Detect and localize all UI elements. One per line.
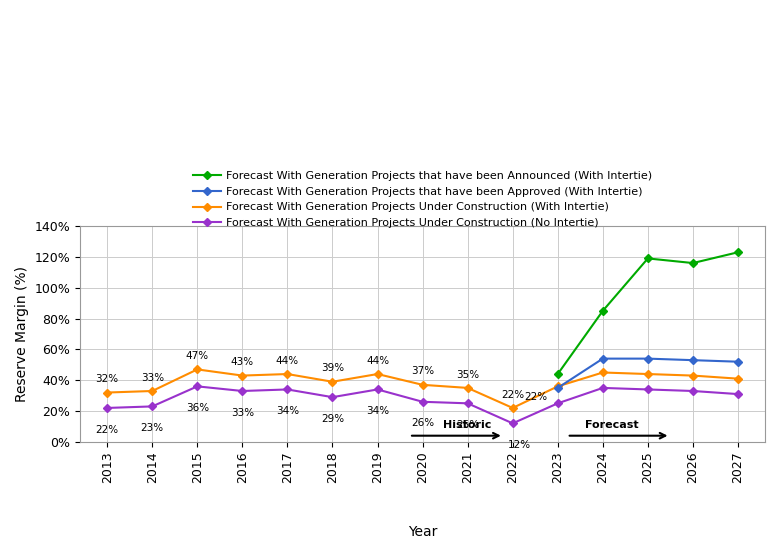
Text: 29%: 29% (321, 414, 344, 424)
Line: Forecast With Generation Projects that have been Approved (With Intertie): Forecast With Generation Projects that h… (555, 356, 741, 391)
Text: 23%: 23% (140, 423, 164, 433)
Forecast With Generation Projects Under Construction (With Intertie) (644, 371, 653, 377)
Forecast With Generation Projects Under Construction (With Intertie) (193, 366, 202, 373)
Forecast With Generation Projects Under Construction (No Intertie) (418, 398, 427, 405)
Line: Forecast With Generation Projects Under Construction (No Intertie): Forecast With Generation Projects Under … (105, 383, 741, 426)
Legend: Forecast With Generation Projects that have been Announced (With Intertie), Fore: Forecast With Generation Projects that h… (189, 167, 657, 233)
Forecast With Generation Projects Under Construction (No Intertie) (238, 388, 247, 394)
Text: 44%: 44% (366, 356, 389, 366)
Y-axis label: Reserve Margin (%): Reserve Margin (%) (15, 266, 29, 402)
Forecast With Generation Projects Under Construction (No Intertie) (644, 386, 653, 393)
Forecast With Generation Projects that have been Approved (With Intertie) (598, 355, 608, 362)
Text: 26%: 26% (411, 418, 434, 428)
Text: 22%: 22% (524, 392, 547, 402)
Text: 12%: 12% (508, 440, 531, 450)
Forecast With Generation Projects that have been Announced (With Intertie) (553, 371, 562, 377)
Text: 22%: 22% (96, 424, 119, 435)
Forecast With Generation Projects Under Construction (With Intertie) (328, 378, 337, 385)
Line: Forecast With Generation Projects Under Construction (With Intertie): Forecast With Generation Projects Under … (105, 367, 741, 411)
Text: Forecast: Forecast (585, 419, 639, 429)
Forecast With Generation Projects that have been Approved (With Intertie) (733, 358, 743, 365)
Forecast With Generation Projects that have been Approved (With Intertie) (553, 384, 562, 391)
Text: 37%: 37% (411, 367, 434, 377)
Forecast With Generation Projects Under Construction (No Intertie) (733, 391, 743, 397)
Forecast With Generation Projects Under Construction (With Intertie) (463, 384, 473, 391)
X-axis label: Year: Year (408, 525, 438, 539)
Forecast With Generation Projects that have been Approved (With Intertie) (688, 357, 697, 363)
Forecast With Generation Projects that have been Announced (With Intertie) (644, 255, 653, 261)
Text: 33%: 33% (231, 408, 254, 418)
Forecast With Generation Projects Under Construction (With Intertie) (598, 369, 608, 376)
Forecast With Generation Projects that have been Announced (With Intertie) (598, 307, 608, 314)
Forecast With Generation Projects Under Construction (No Intertie) (463, 400, 473, 407)
Forecast With Generation Projects that have been Approved (With Intertie) (644, 355, 653, 362)
Text: 36%: 36% (186, 403, 209, 413)
Text: Historic: Historic (444, 419, 492, 429)
Text: 22%: 22% (501, 389, 524, 399)
Forecast With Generation Projects that have been Announced (With Intertie) (688, 260, 697, 266)
Forecast With Generation Projects Under Construction (No Intertie) (147, 403, 157, 410)
Forecast With Generation Projects Under Construction (With Intertie) (733, 376, 743, 382)
Text: 32%: 32% (96, 374, 119, 384)
Forecast With Generation Projects Under Construction (With Intertie) (373, 371, 382, 377)
Forecast With Generation Projects Under Construction (No Intertie) (688, 388, 697, 394)
Text: 33%: 33% (140, 373, 164, 383)
Forecast With Generation Projects Under Construction (With Intertie) (418, 382, 427, 388)
Forecast With Generation Projects Under Construction (No Intertie) (328, 394, 337, 401)
Text: 35%: 35% (456, 370, 479, 379)
Forecast With Generation Projects Under Construction (No Intertie) (508, 420, 517, 427)
Text: 47%: 47% (186, 351, 209, 361)
Forecast With Generation Projects Under Construction (No Intertie) (553, 400, 562, 407)
Forecast With Generation Projects Under Construction (With Intertie) (688, 372, 697, 379)
Text: 43%: 43% (231, 357, 254, 367)
Text: 44%: 44% (276, 356, 299, 366)
Forecast With Generation Projects Under Construction (With Intertie) (553, 383, 562, 389)
Forecast With Generation Projects Under Construction (With Intertie) (508, 404, 517, 411)
Forecast With Generation Projects Under Construction (With Intertie) (102, 389, 112, 396)
Text: 34%: 34% (276, 406, 299, 416)
Forecast With Generation Projects Under Construction (No Intertie) (598, 384, 608, 391)
Forecast With Generation Projects that have been Announced (With Intertie) (733, 249, 743, 255)
Forecast With Generation Projects Under Construction (No Intertie) (193, 383, 202, 389)
Text: 25%: 25% (456, 420, 479, 430)
Forecast With Generation Projects Under Construction (With Intertie) (147, 388, 157, 394)
Forecast With Generation Projects Under Construction (No Intertie) (373, 386, 382, 393)
Forecast With Generation Projects Under Construction (No Intertie) (282, 386, 292, 393)
Forecast With Generation Projects Under Construction (With Intertie) (282, 371, 292, 377)
Line: Forecast With Generation Projects that have been Announced (With Intertie): Forecast With Generation Projects that h… (555, 249, 741, 377)
Text: 39%: 39% (321, 363, 344, 373)
Text: 34%: 34% (366, 406, 389, 416)
Forecast With Generation Projects Under Construction (With Intertie) (238, 372, 247, 379)
Forecast With Generation Projects Under Construction (No Intertie) (102, 404, 112, 411)
